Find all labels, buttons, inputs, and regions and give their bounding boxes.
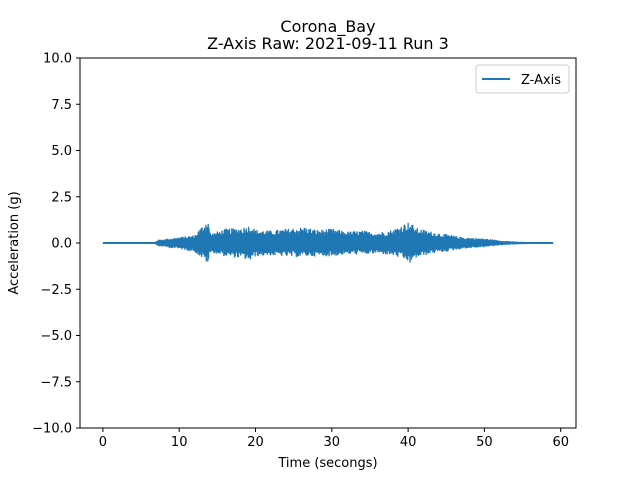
y-tick-label: 0.0 <box>51 237 72 252</box>
y-tick-label: −10.0 <box>32 422 72 437</box>
y-tick-label: 5.0 <box>51 144 72 159</box>
y-tick-label: −2.5 <box>40 283 72 298</box>
x-tick-label: 20 <box>247 435 264 450</box>
x-tick-label: 30 <box>324 435 341 450</box>
chart-title: Corona_Bay <box>280 17 375 37</box>
y-tick-label: 7.5 <box>51 98 72 113</box>
legend: Z-Axis <box>475 64 570 94</box>
plot-frame <box>79 57 577 429</box>
legend-box <box>475 64 570 94</box>
y-tick-label: −7.5 <box>40 375 72 390</box>
axis-ticks: 0 10 20 30 40 50 60 −10.0 −7.5 −5.0 −2.5 0.0 2.5 5.0 7… <box>32 52 569 451</box>
plot-data-layer <box>102 222 554 263</box>
y-tick-label: 2.5 <box>51 190 72 205</box>
y-axis-label: Acceleration (g) <box>7 191 22 294</box>
series-envelope-core <box>102 229 554 255</box>
y-tick-label: 10.0 <box>43 52 72 67</box>
y-tick-label: −5.0 <box>40 329 72 344</box>
x-tick-label: 60 <box>552 435 569 450</box>
x-tick-label: 0 <box>99 435 107 450</box>
x-axis-label: Time (secongs) <box>277 456 377 471</box>
x-tick-label: 50 <box>476 435 493 450</box>
x-tick-label: 10 <box>171 435 188 450</box>
x-tick-label: 40 <box>400 435 417 450</box>
chart-subtitle: Z-Axis Raw: 2021-09-11 Run 3 <box>207 34 449 53</box>
legend-label-z-axis: Z-Axis <box>521 73 561 88</box>
